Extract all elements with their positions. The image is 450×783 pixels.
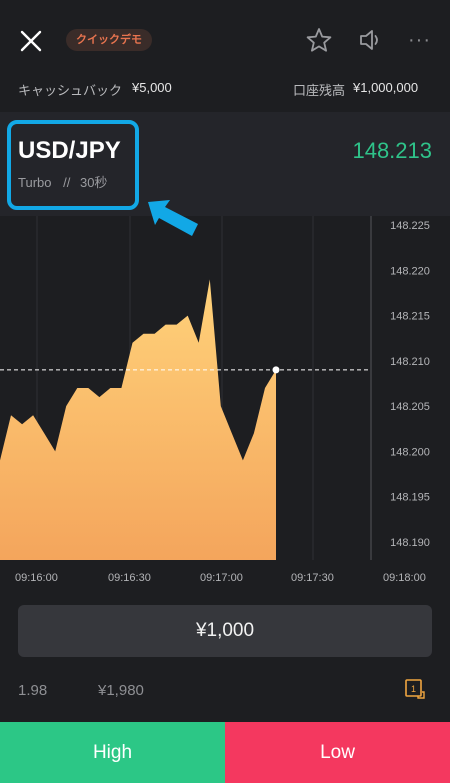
- quantity-icon[interactable]: 1: [405, 679, 425, 699]
- x-tick-label: 09:16:30: [108, 572, 151, 584]
- favorite-star-icon[interactable]: [306, 27, 332, 53]
- x-tick-label: 09:18:00: [383, 572, 426, 584]
- y-tick-label: 148.190: [390, 537, 430, 549]
- price-chart[interactable]: 148.225 148.220 148.215 148.210 148.205 148.2…: [0, 216, 450, 560]
- close-icon[interactable]: [18, 28, 44, 54]
- current-price-dot: [272, 366, 280, 374]
- high-button[interactable]: High: [0, 722, 225, 783]
- account-info-bar: キャッシュバック ¥5,000 口座残高 ¥1,000,000: [0, 76, 450, 102]
- balance-value: ¥1,000,000: [353, 80, 419, 95]
- y-tick-label: 148.225: [390, 220, 430, 232]
- y-tick-label: 148.215: [390, 311, 430, 323]
- y-tick-label: 148.220: [390, 265, 430, 277]
- option-duration: 30秒: [79, 175, 108, 190]
- more-menu-icon[interactable]: ···: [408, 29, 431, 51]
- trade-amount-input[interactable]: ¥1,000: [18, 605, 432, 657]
- top-bar: クイックデモ ···: [0, 0, 450, 80]
- x-tick-label: 09:17:00: [200, 572, 243, 584]
- separator: //: [63, 175, 71, 190]
- asset-header[interactable]: [0, 112, 450, 216]
- currency-pair[interactable]: USD/JPY: [18, 137, 121, 164]
- pointer-arrow-icon: [148, 200, 198, 236]
- x-tick-label: 09:17:30: [291, 572, 334, 584]
- y-tick-label: 148.195: [390, 492, 430, 504]
- option-type: Turbo // 30秒: [18, 172, 107, 191]
- highlight-box: [7, 120, 139, 210]
- low-button[interactable]: Low: [225, 722, 450, 783]
- y-tick-label: 148.200: [390, 446, 430, 458]
- payout-rate: 1.98: [18, 682, 48, 699]
- balance-label: 口座残高: [293, 83, 346, 98]
- payout-amount: ¥1,980: [98, 682, 144, 699]
- cashback-value: ¥5,000: [132, 80, 172, 95]
- y-tick-label: 148.205: [390, 401, 430, 413]
- x-axis: 09:16:00 09:16:30 09:17:00 09:17:30 09:18:00: [0, 560, 450, 600]
- demo-mode-badge: クイックデモ: [66, 29, 152, 51]
- current-price: 148.213: [352, 138, 432, 163]
- price-area: [0, 279, 276, 560]
- cashback-label: キャッシュバック: [18, 83, 123, 98]
- quantity-value: 1: [411, 684, 416, 694]
- option-type-label: Turbo: [18, 175, 52, 190]
- y-tick-label: 148.210: [390, 356, 430, 368]
- x-tick-label: 09:16:00: [15, 572, 58, 584]
- sound-icon[interactable]: [357, 27, 383, 53]
